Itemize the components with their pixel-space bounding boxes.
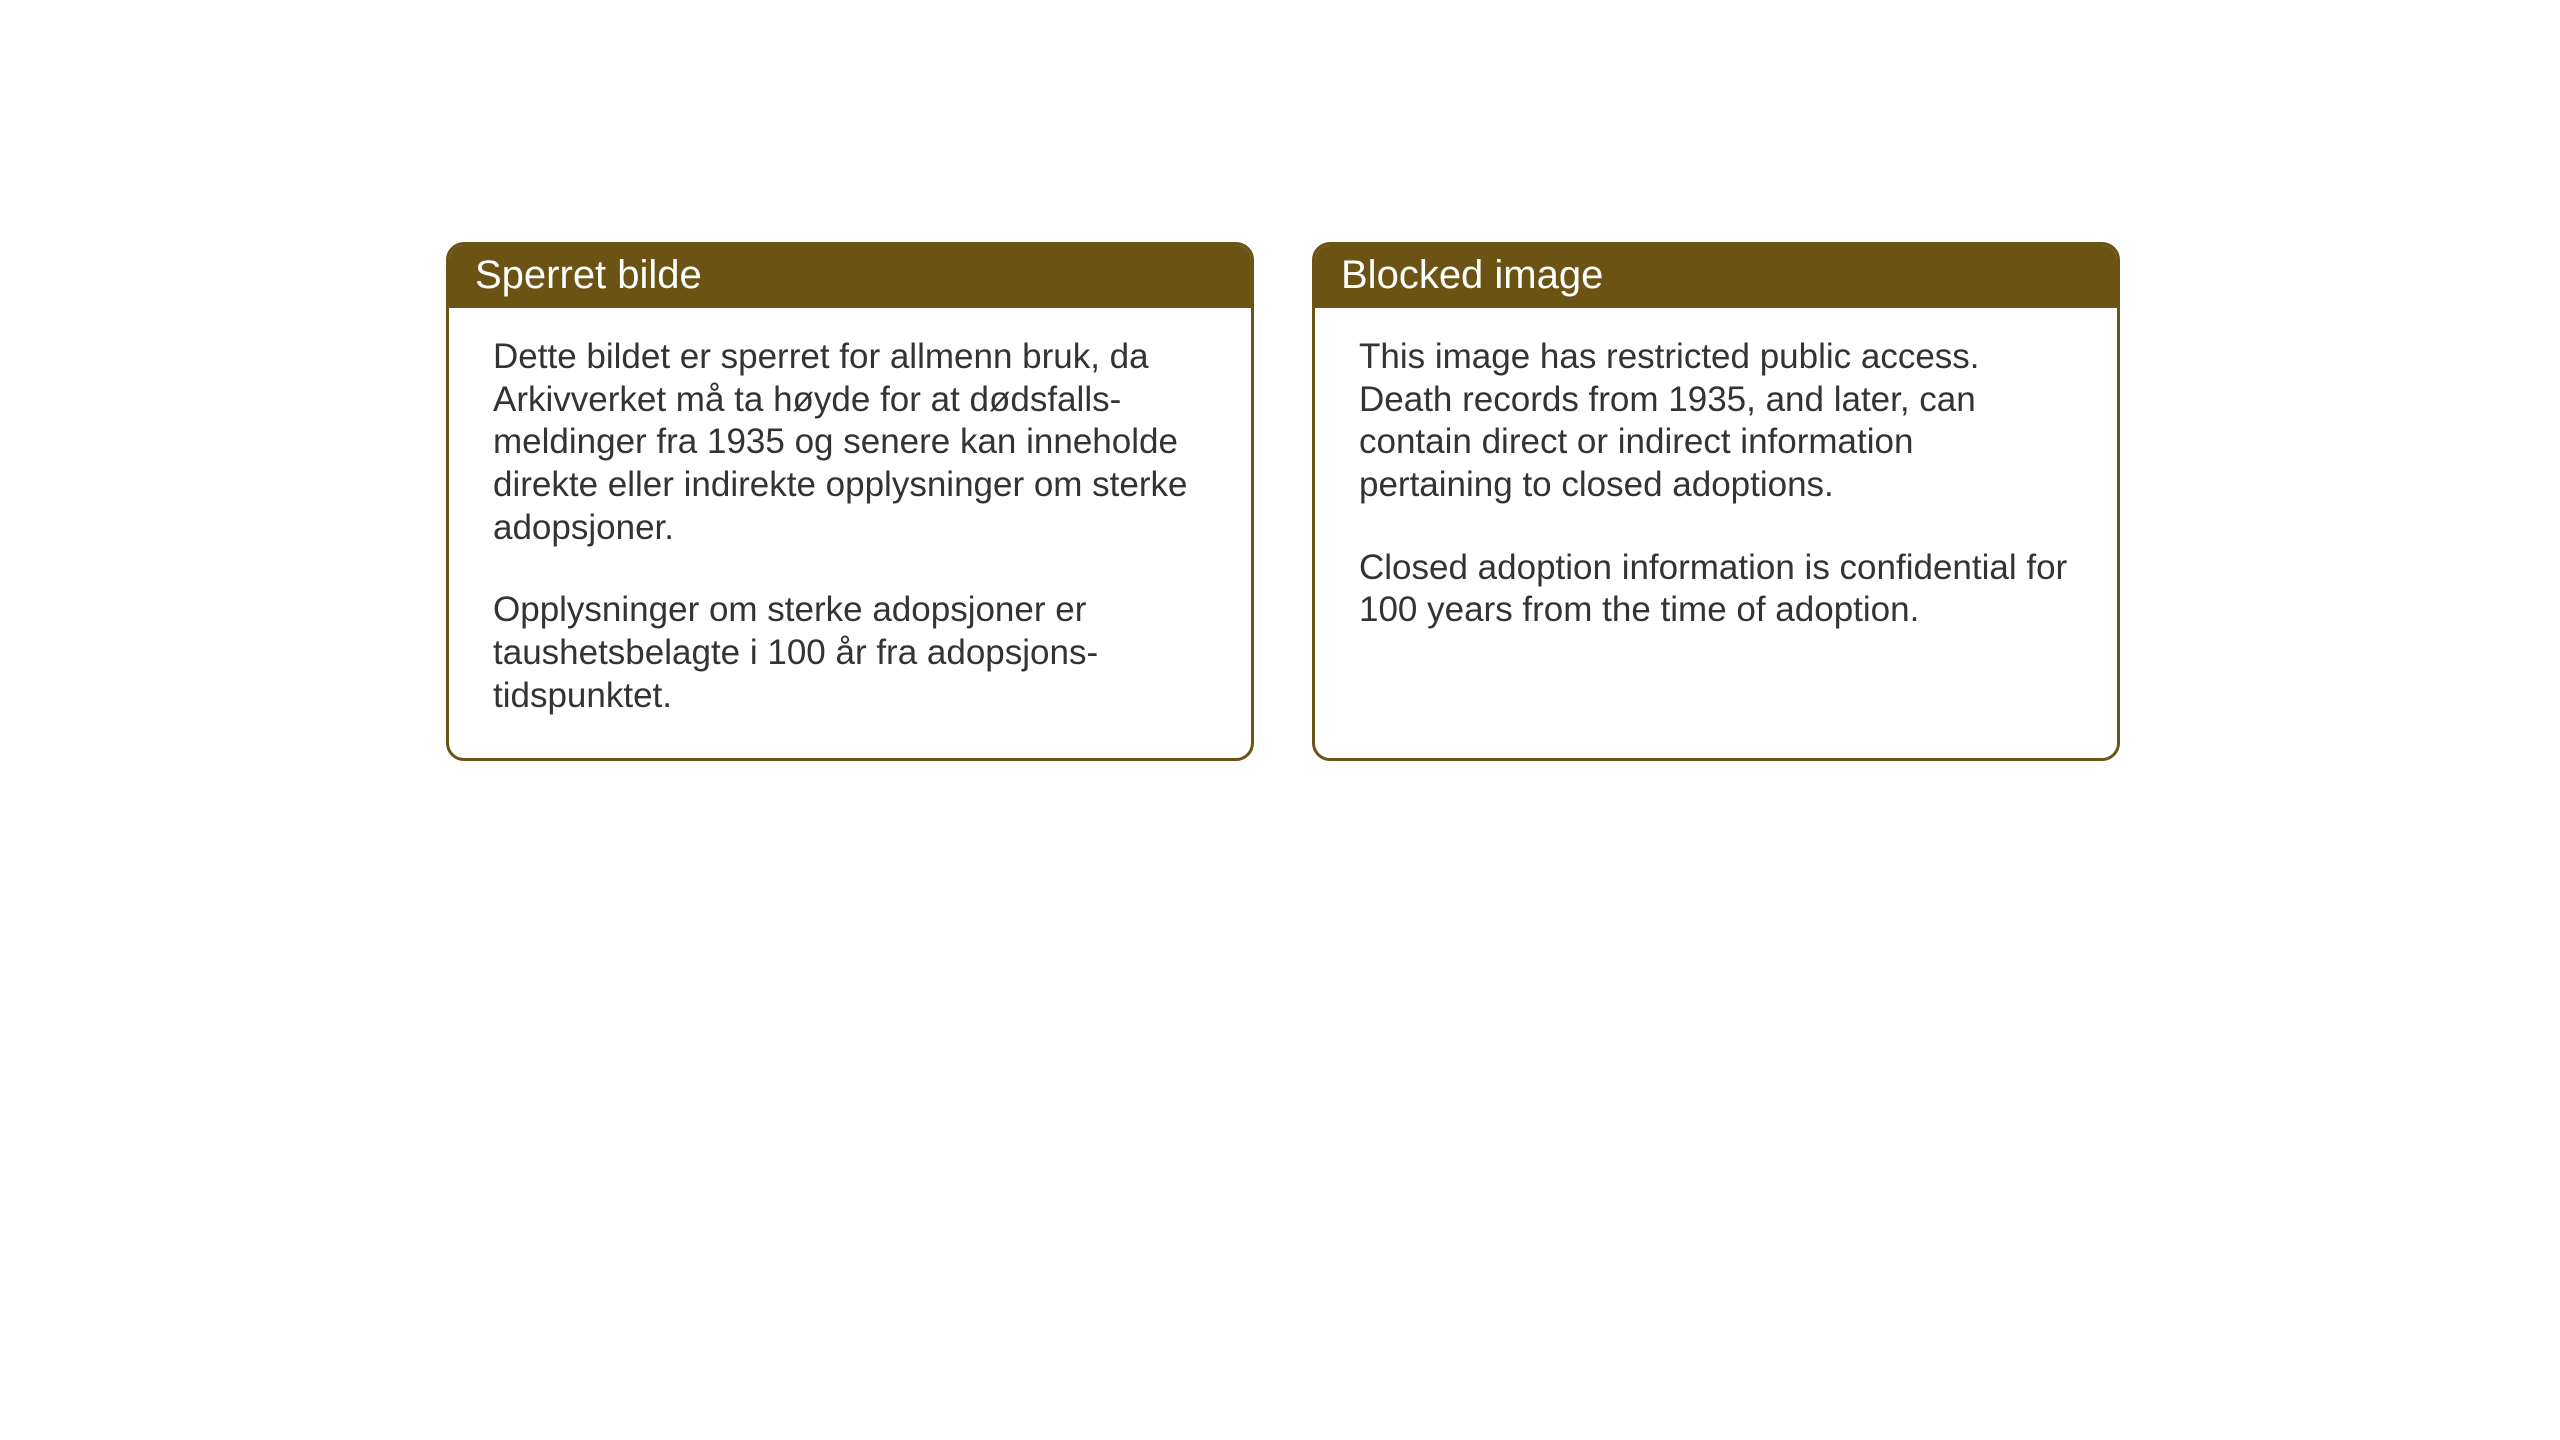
notice-paragraph-2-norwegian: Opplysninger om sterke adopsjoner er tau… <box>493 589 1207 717</box>
notice-box-norwegian: Sperret bilde Dette bildet er sperret fo… <box>446 242 1254 761</box>
notice-title-norwegian: Sperret bilde <box>475 253 702 297</box>
notice-paragraph-1-norwegian: Dette bildet er sperret for allmenn bruk… <box>493 336 1207 549</box>
notice-box-english: Blocked image This image has restricted … <box>1312 242 2120 761</box>
notice-header-english: Blocked image <box>1315 245 2117 308</box>
notice-paragraph-1-english: This image has restricted public access.… <box>1359 336 2073 507</box>
notice-body-norwegian: Dette bildet er sperret for allmenn bruk… <box>449 308 1251 758</box>
notice-header-norwegian: Sperret bilde <box>449 245 1251 308</box>
notice-paragraph-2-english: Closed adoption information is confident… <box>1359 547 2073 632</box>
notice-container: Sperret bilde Dette bildet er sperret fo… <box>446 242 2120 761</box>
notice-body-english: This image has restricted public access.… <box>1315 308 2117 748</box>
notice-title-english: Blocked image <box>1341 253 1603 297</box>
